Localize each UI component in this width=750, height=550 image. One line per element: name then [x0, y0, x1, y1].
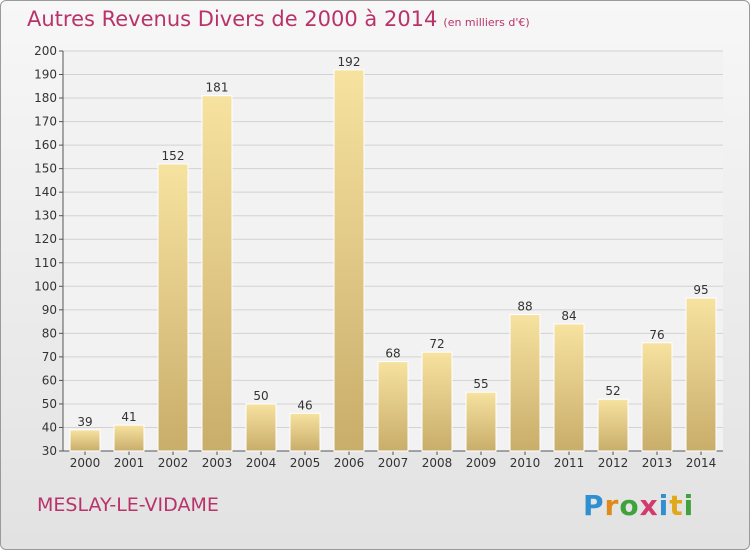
y-tick-label: 90 — [42, 303, 57, 317]
y-tick-label: 30 — [42, 444, 57, 458]
bar-value-label: 95 — [693, 283, 708, 297]
bar — [597, 398, 629, 452]
x-tick-label: 2009 — [466, 456, 497, 470]
bar — [289, 412, 321, 452]
bar — [201, 95, 233, 452]
logo-letter: i — [683, 489, 695, 522]
bar — [377, 361, 409, 452]
bar-value-label: 68 — [385, 347, 400, 361]
x-tick-label: 2004 — [246, 456, 277, 470]
chart-unit: (en milliers d'€) — [443, 16, 530, 29]
bar-value-label: 84 — [561, 309, 576, 323]
y-tick-label: 200 — [34, 44, 57, 58]
bar-value-label: 52 — [605, 384, 620, 398]
y-tick-label: 190 — [34, 68, 57, 82]
x-tick-label: 2011 — [554, 456, 585, 470]
bar — [553, 323, 585, 452]
y-tick-label: 140 — [34, 185, 57, 199]
bar — [245, 403, 277, 452]
logo-letter: o — [619, 489, 640, 522]
x-tick-label: 2012 — [598, 456, 629, 470]
bar-value-label: 39 — [77, 415, 92, 429]
chart-title: Autres Revenus Divers de 2000 à 2014 (en … — [27, 7, 530, 31]
bar-value-label: 41 — [121, 410, 136, 424]
y-tick-label: 110 — [34, 256, 57, 270]
logo-letter: x — [639, 489, 659, 522]
x-tick-label: 2007 — [378, 456, 409, 470]
bar-value-label: 72 — [429, 337, 444, 351]
y-tick-label: 60 — [42, 373, 57, 387]
y-tick-label: 40 — [42, 420, 57, 434]
bar — [69, 429, 101, 452]
bar-value-label: 192 — [338, 55, 361, 69]
x-tick-label: 2006 — [334, 456, 365, 470]
logo-letter: i — [658, 489, 670, 522]
y-tick-label: 50 — [42, 397, 57, 411]
bar — [685, 297, 717, 452]
bar-value-label: 88 — [517, 300, 532, 314]
commune-name: MESLAY-LE-VIDAME — [37, 494, 219, 516]
y-tick-label: 130 — [34, 209, 57, 223]
y-tick-label: 180 — [34, 91, 57, 105]
bar — [509, 314, 541, 452]
x-tick-label: 2013 — [642, 456, 673, 470]
bar-value-label: 76 — [649, 328, 664, 342]
bar — [641, 342, 673, 452]
x-tick-label: 2003 — [202, 456, 233, 470]
bar-value-label: 55 — [473, 377, 488, 391]
y-tick-label: 80 — [42, 326, 57, 340]
x-tick-label: 2001 — [114, 456, 145, 470]
y-tick-label: 160 — [34, 138, 57, 152]
y-tick-label: 170 — [34, 115, 57, 129]
x-tick-label: 2008 — [422, 456, 453, 470]
labels: 30 40 50 60 70 80 90 100 110 120 130 140 150 160 170 18… — [34, 44, 716, 470]
bar-value-label: 46 — [297, 398, 312, 412]
bars — [69, 69, 717, 452]
chart-title-text: Autres Revenus Divers de 2000 à 2014 — [27, 7, 438, 31]
bar — [421, 351, 453, 452]
bar — [465, 391, 497, 452]
bar — [157, 163, 189, 452]
bar-value-label: 181 — [206, 81, 229, 95]
y-tick-label: 70 — [42, 350, 57, 364]
x-tick-label: 2014 — [686, 456, 717, 470]
bar — [113, 424, 145, 452]
y-tick-label: 150 — [34, 162, 57, 176]
y-tick-label: 120 — [34, 232, 57, 246]
logo-letter: r — [604, 489, 620, 522]
bar-value-label: 152 — [162, 149, 185, 163]
x-tick-label: 2010 — [510, 456, 541, 470]
logo-letter: P — [583, 489, 605, 522]
x-tick-label: 2002 — [158, 456, 189, 470]
bar-value-label: 50 — [253, 389, 268, 403]
x-tick-label: 2000 — [70, 456, 101, 470]
proxiti-logo: Proxiti — [583, 489, 694, 522]
y-tick-label: 100 — [34, 279, 57, 293]
logo-letter: t — [669, 489, 684, 522]
bar — [333, 69, 365, 452]
x-tick-label: 2005 — [290, 456, 321, 470]
